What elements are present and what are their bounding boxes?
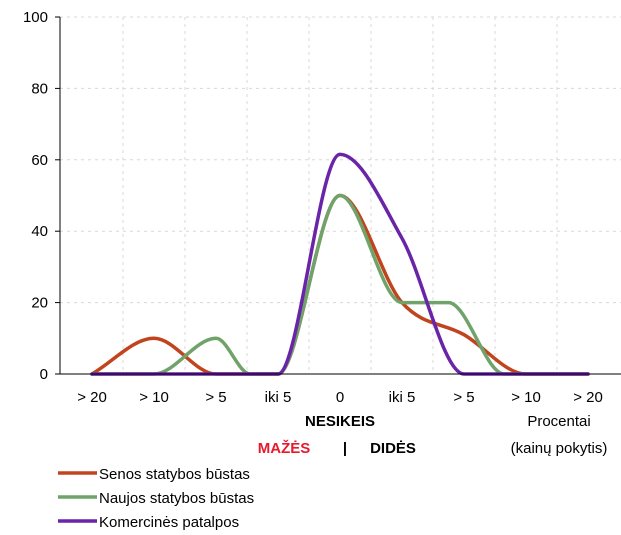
x-axis-ticks: > 20 > 10 > 5 iki 5 0 iki 5 > 5 > 10 > 20: [77, 389, 603, 406]
down-label: MAŽĖS: [258, 439, 311, 457]
up-label: DIDĖS: [370, 440, 416, 457]
legend-label: Komercinės patalpos: [99, 514, 239, 531]
y-tick-label: 0: [40, 366, 48, 383]
x-tick-label: > 20: [573, 389, 603, 406]
direction-separator: |: [343, 440, 347, 457]
series-lines: [90, 152, 590, 376]
y-tick-label: 40: [31, 223, 48, 240]
x-tick-label: iki 5: [265, 389, 292, 406]
y-axis-ticks: 0 20 40 60 80 100: [23, 9, 60, 383]
series-line-1: [90, 193, 590, 376]
x-tick-label: > 20: [77, 389, 107, 406]
x-tick-label: > 10: [511, 389, 541, 406]
legend: Senos statybos būstas Naujos statybos būs…: [58, 466, 254, 531]
legend-label: Naujos statybos būstas: [99, 490, 254, 507]
y-tick-label: 100: [23, 9, 48, 26]
y-tick-label: 60: [31, 152, 48, 169]
x-tick-label: > 5: [453, 389, 474, 406]
series-line-2: [90, 193, 590, 376]
x-tick-label: iki 5: [389, 389, 416, 406]
x-tick-label: > 10: [139, 389, 169, 406]
x-tick-label: 0: [336, 389, 344, 406]
y-tick-label: 80: [31, 80, 48, 97]
unit-label-line2: (kainų pokytis): [511, 440, 608, 457]
y-tick-label: 20: [31, 295, 48, 312]
legend-label: Senos statybos būstas: [99, 466, 250, 483]
unit-label-line1: Procentai: [527, 413, 590, 430]
gridlines: [60, 16, 621, 374]
center-label: NESIKEIS: [305, 413, 375, 430]
x-tick-label: > 5: [205, 389, 226, 406]
